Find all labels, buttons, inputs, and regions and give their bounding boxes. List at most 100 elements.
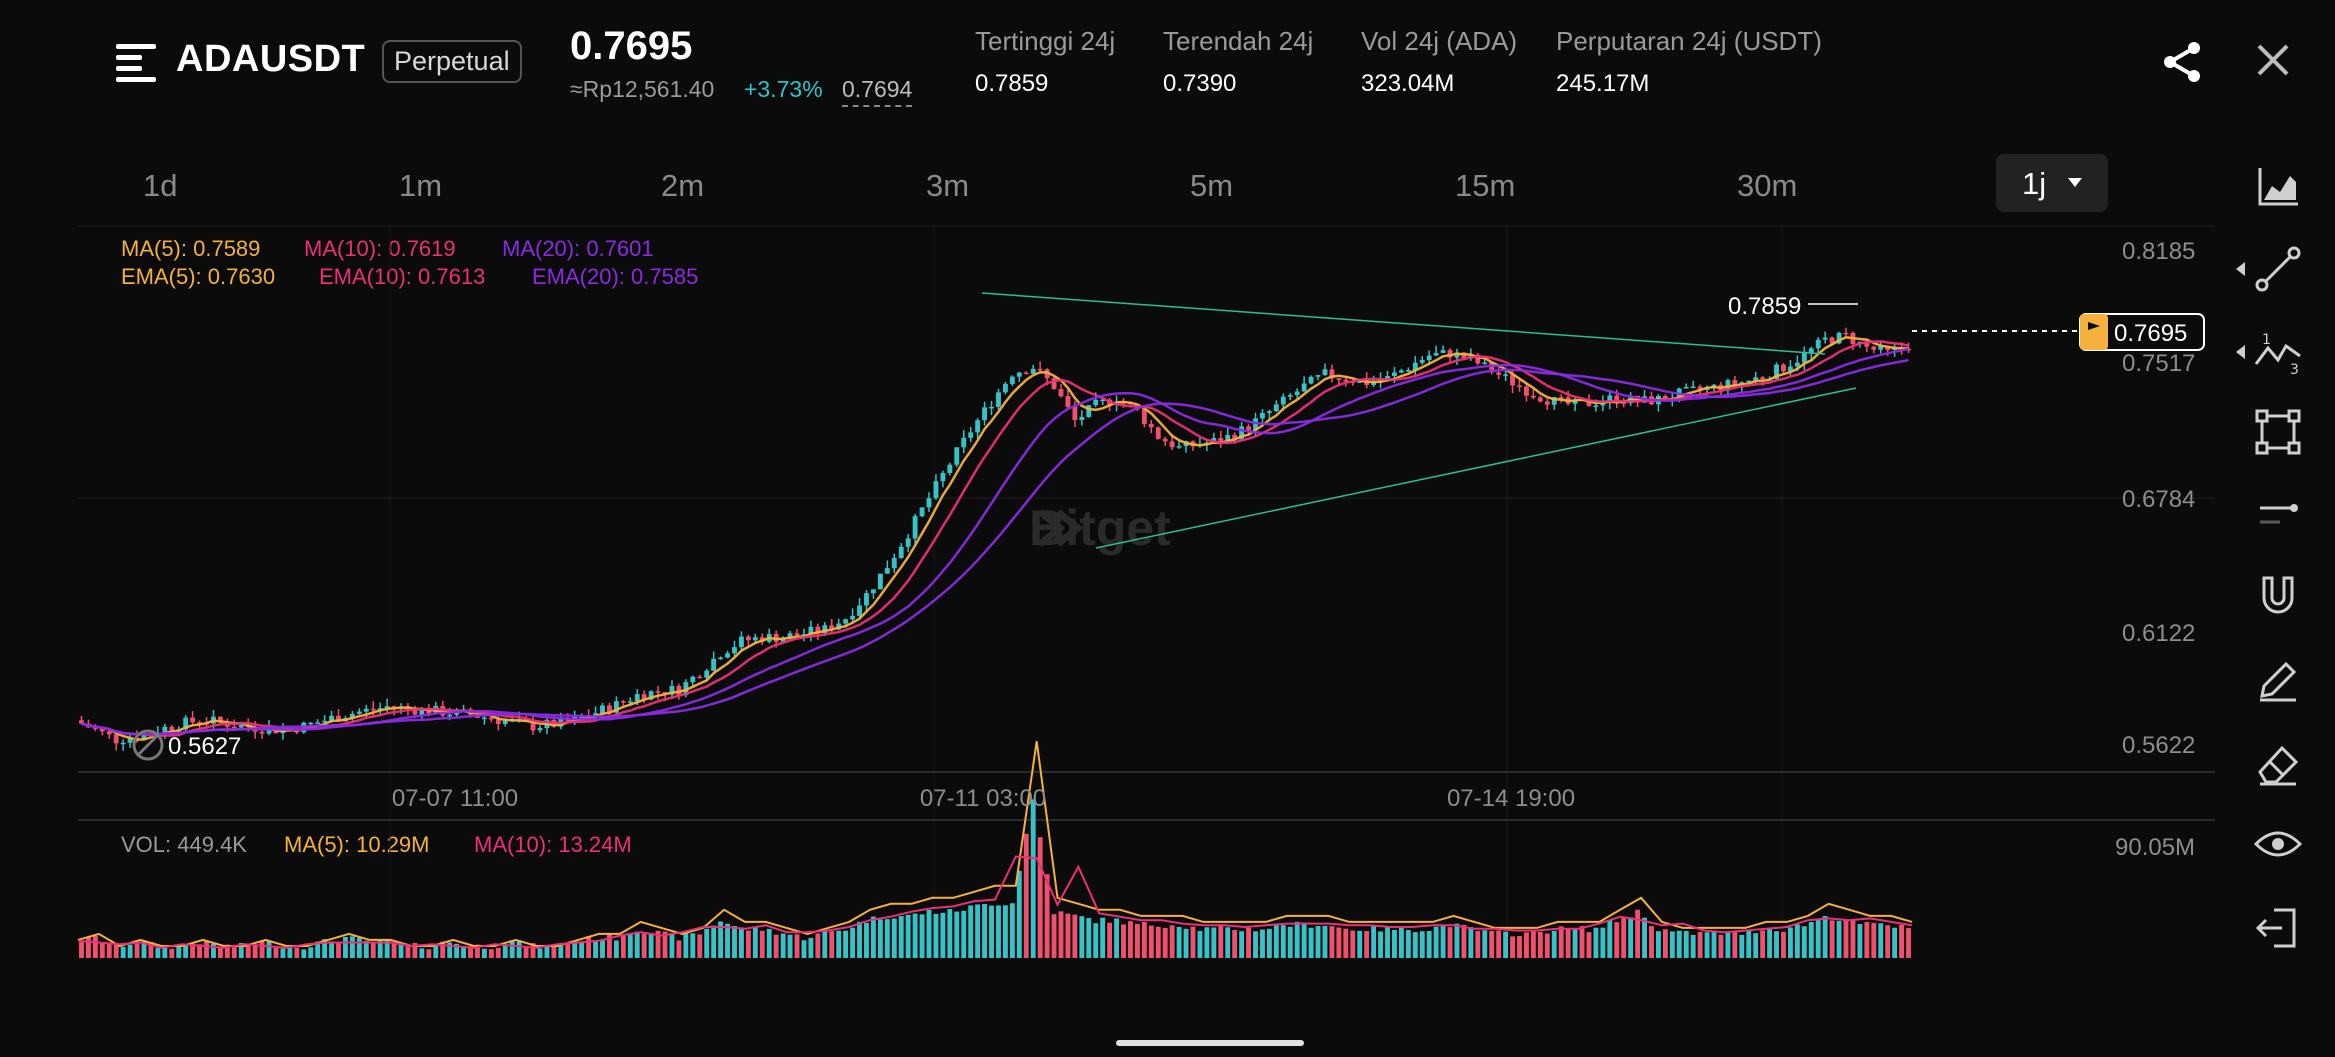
candle-body [1280, 396, 1286, 405]
tab-3m[interactable]: 3m [926, 168, 970, 203]
tab-2m[interactable]: 2m [661, 168, 705, 203]
volume-bar [412, 943, 418, 958]
trend-line-icon[interactable] [2252, 243, 2304, 295]
candle-body [1225, 434, 1231, 443]
volume-bar [954, 911, 960, 958]
volume-bar [1232, 930, 1238, 958]
candle-body [739, 636, 744, 648]
chart-type-icon[interactable] [2252, 160, 2304, 212]
volume-bar [1669, 931, 1675, 958]
volume-bar [419, 948, 425, 958]
candle-body [912, 516, 918, 539]
mark-price[interactable]: 0.7694 [842, 76, 913, 107]
volume-bar [343, 936, 348, 958]
volume-bar [1815, 918, 1821, 958]
candle-body [322, 720, 328, 723]
volume-bar [1058, 911, 1064, 958]
close-icon[interactable] [2253, 40, 2293, 80]
volume-bar [495, 947, 501, 958]
volume-bar [961, 910, 967, 958]
volume-bar [370, 942, 376, 958]
tab-1d[interactable]: 1d [143, 168, 178, 203]
volume-bar [648, 933, 654, 958]
exit-icon[interactable] [2252, 902, 2304, 954]
volume-bar [1343, 928, 1349, 958]
volume-bar [1461, 924, 1467, 958]
candle-body [1037, 368, 1043, 371]
volume-bar [1787, 927, 1793, 958]
eraser-icon[interactable] [2252, 738, 2304, 790]
volume-bar [864, 922, 869, 958]
volume-bar [1468, 927, 1474, 958]
candle-body [1787, 366, 1793, 372]
candle-body [1482, 362, 1488, 364]
volume-bar [1301, 922, 1307, 958]
current-price-label: 0.7695 [2114, 320, 2187, 347]
candle-body [1621, 402, 1627, 404]
volume-bar [1801, 926, 1807, 958]
candle-body [961, 437, 967, 448]
volume-bar [1121, 924, 1126, 958]
tab-30m[interactable]: 30m [1737, 168, 1798, 203]
candlestick-chart[interactable]: Bitget0.81850.75170.67840.61220.562207-0… [0, 0, 2240, 1000]
shape-icon[interactable] [2252, 406, 2304, 458]
volume-bar [1260, 929, 1265, 958]
tab-1m[interactable]: 1m [399, 168, 443, 203]
horizontal-line-icon[interactable] [2252, 488, 2304, 540]
expand-arrow-icon [2236, 345, 2245, 359]
volume-bar [669, 933, 675, 958]
volume-bar [752, 926, 758, 958]
price-axis-label: 0.6122 [2122, 620, 2195, 647]
volume-ma5-legend: MA(5): 10.29M [284, 832, 430, 857]
candle-body [1558, 397, 1564, 399]
current-price-flag-icon [2080, 314, 2108, 350]
volume-bar [815, 933, 821, 958]
volume-bar [1871, 922, 1877, 958]
volume-bar [947, 909, 953, 958]
volume-bar [1357, 930, 1363, 958]
volume-bar [1711, 931, 1717, 958]
volume-bar [627, 933, 633, 958]
candle-body [1843, 332, 1849, 335]
svg-text:1: 1 [2262, 332, 2271, 348]
volume-bar [857, 921, 862, 958]
volume-bar [683, 933, 689, 958]
tab-5m[interactable]: 5m [1190, 168, 1234, 203]
volume-bar [1579, 926, 1585, 958]
volume-bar [481, 948, 487, 958]
volume-bar [155, 947, 161, 958]
candle-body [329, 715, 334, 721]
volume-bar [308, 947, 314, 958]
candle-body [1662, 395, 1668, 401]
volume-bar [85, 936, 91, 958]
volume-bar [1273, 924, 1279, 958]
tab-1j-dropdown[interactable]: 1j [1996, 154, 2108, 212]
volume-bar [1072, 914, 1078, 958]
candle-body [864, 593, 869, 606]
volume-bar [1642, 917, 1647, 958]
share-icon[interactable] [2160, 40, 2204, 84]
menu-icon[interactable] [116, 44, 156, 82]
candle-body [648, 691, 654, 700]
tab-15m[interactable]: 15m [1455, 168, 1516, 203]
volume-bar [704, 928, 710, 958]
pencil-icon[interactable] [2252, 654, 2304, 706]
candle-body [363, 708, 369, 712]
volume-bar [259, 940, 265, 958]
volume-bar [1899, 924, 1905, 958]
candle-body [1169, 441, 1175, 448]
candle-body [1607, 395, 1613, 403]
candle-body [1009, 376, 1015, 384]
volume-bar [843, 930, 849, 958]
candle-body [1405, 370, 1411, 372]
symbol-title[interactable]: ADAUSDT [176, 38, 366, 80]
magnet-icon[interactable] [2252, 570, 2304, 622]
volume-bar [468, 946, 473, 958]
volume-bar [1475, 930, 1481, 958]
eye-icon[interactable] [2252, 818, 2304, 870]
volume-bar [1280, 925, 1286, 958]
candle-body [975, 420, 981, 433]
candle-body [884, 568, 890, 574]
candle-body [940, 472, 946, 482]
